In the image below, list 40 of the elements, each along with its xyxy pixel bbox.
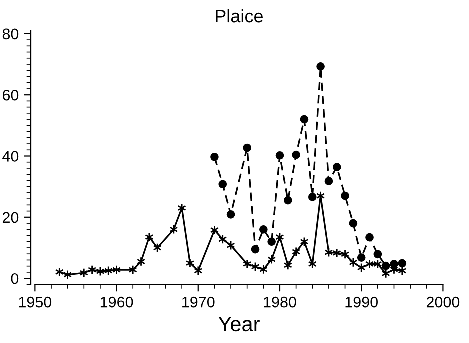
point [332,248,342,258]
point [382,262,390,270]
y-tick-label: 40 [2,151,19,162]
point [366,233,374,242]
y-tick-label: 80 [2,28,19,40]
point [357,254,366,262]
point [300,115,309,124]
point [292,150,300,160]
y-tick-label: 20 [2,212,19,224]
point [210,153,219,162]
point [268,238,276,246]
point [276,151,284,160]
point [260,225,268,234]
point [390,260,398,268]
point [308,193,317,202]
y-tick-label: 0 [11,273,19,284]
point [284,196,292,205]
point [218,180,228,189]
point [332,163,342,172]
x-tick-label: 1960 [100,296,134,308]
point [308,259,317,270]
point [226,210,236,219]
point [243,144,252,152]
x-tick-label: 1950 [19,296,52,308]
point [374,259,382,270]
point [341,192,350,200]
x-tick-label: 2000 [426,296,460,308]
point [324,177,334,186]
x-axis-title: Year [218,317,260,332]
point [251,245,260,254]
point [145,232,154,242]
x-tick-label: 1970 [182,296,215,308]
x-tick-label: 1980 [264,296,296,308]
point [316,62,325,71]
y-tick-label: 60 [2,90,19,101]
point [374,250,382,259]
x-tick-label: 1990 [346,296,378,308]
point [398,259,407,268]
chart-title: Plaice [216,9,263,23]
point [349,219,358,228]
